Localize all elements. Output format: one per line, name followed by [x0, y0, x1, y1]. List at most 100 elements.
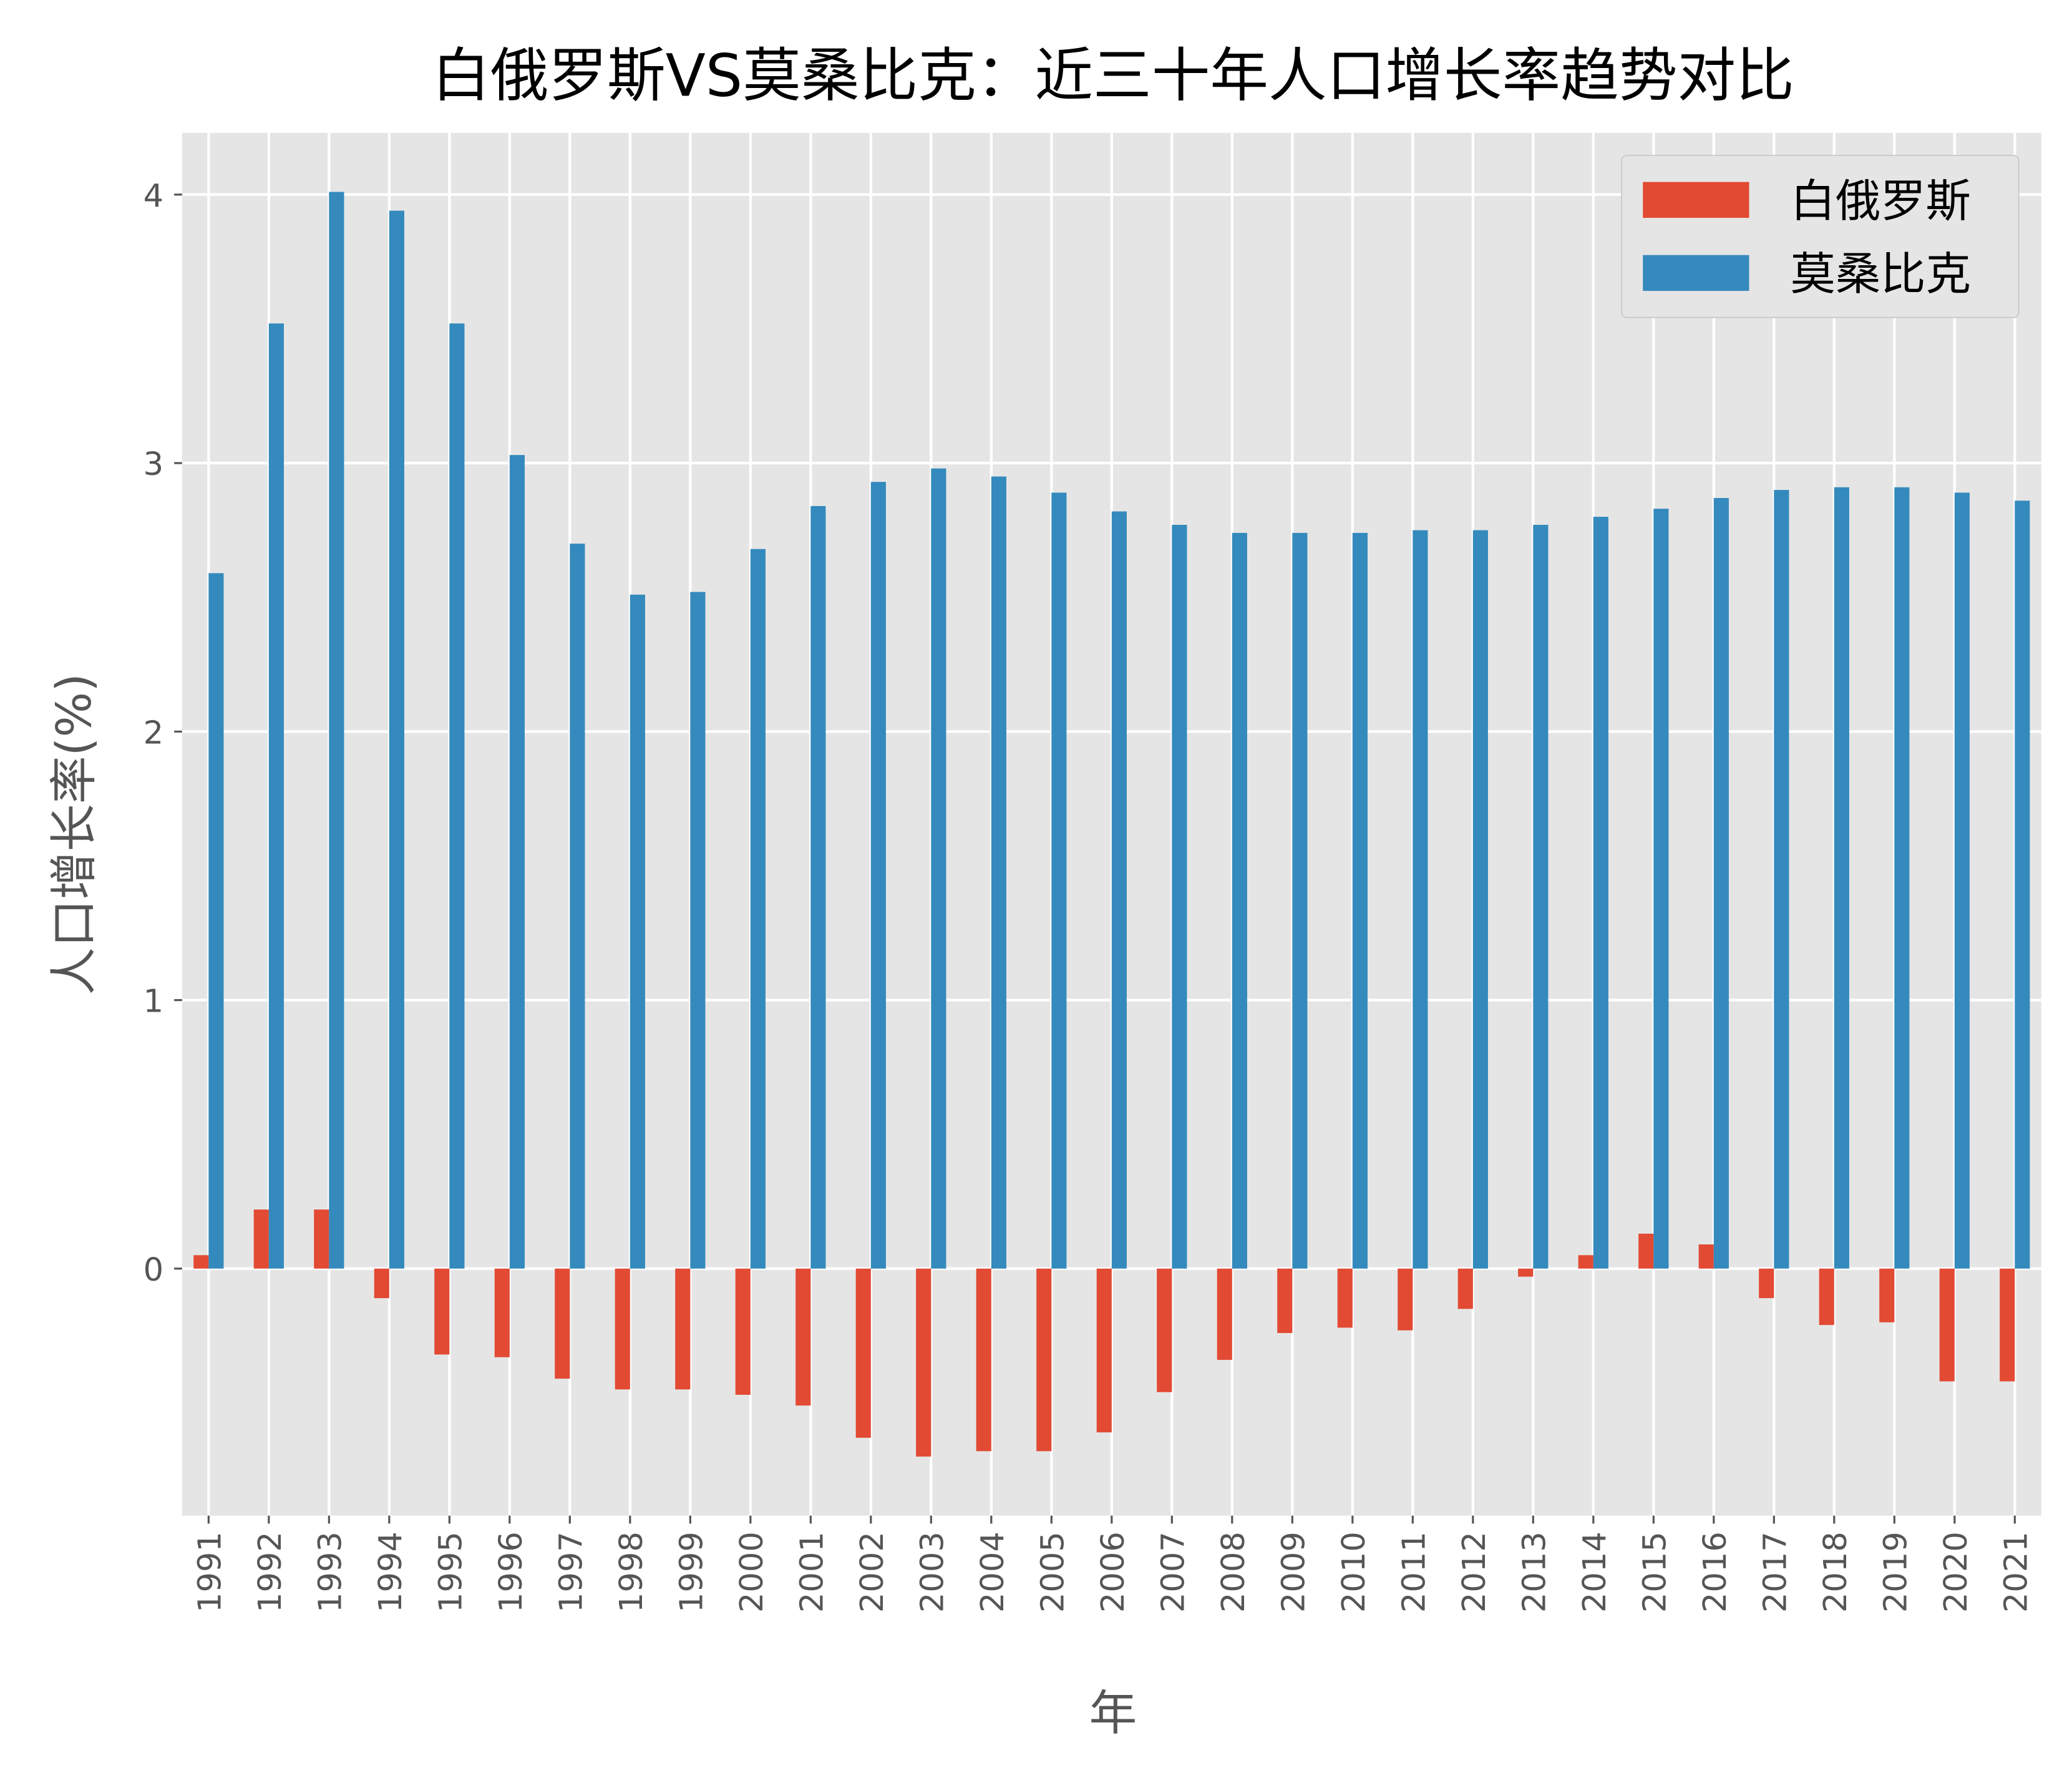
x-tick-label: 2010 [1336, 1531, 1373, 1613]
x-tick-label: 2016 [1697, 1531, 1734, 1613]
bar-belarus-2001 [795, 1268, 811, 1406]
bar-belarus-2015 [1638, 1233, 1654, 1269]
legend: 白俄罗斯 莫桑比克 [1621, 154, 2020, 318]
x-tick-label: 2011 [1396, 1531, 1432, 1613]
bar-belarus-1991 [193, 1255, 209, 1269]
bar-belarus-2000 [735, 1268, 751, 1395]
x-tick-label: 2002 [854, 1531, 891, 1613]
legend-label-belarus: 白俄罗斯 [1790, 175, 1970, 228]
x-tick-label: 2005 [1034, 1531, 1071, 1613]
bar-mozambique-2012 [1472, 530, 1488, 1269]
bar-belarus-1999 [675, 1268, 691, 1390]
bar-mozambique-2020 [1954, 492, 1970, 1269]
bar-mozambique-1994 [389, 210, 404, 1269]
bar-belarus-2004 [976, 1268, 991, 1452]
y-tick-label: 1 [143, 984, 164, 1020]
bar-mozambique-2017 [1774, 490, 1789, 1269]
x-tick-label: 1996 [493, 1531, 530, 1613]
bar-mozambique-2007 [1172, 524, 1187, 1269]
bar-belarus-2013 [1518, 1268, 1534, 1277]
bar-belarus-2011 [1398, 1268, 1413, 1331]
bar-belarus-2005 [1036, 1268, 1052, 1452]
bar-belarus-2016 [1698, 1244, 1714, 1269]
bar-belarus-2010 [1337, 1268, 1353, 1328]
x-tick-label: 1991 [192, 1531, 229, 1613]
x-tick-label: 2013 [1516, 1531, 1553, 1613]
bar-mozambique-2009 [1292, 532, 1308, 1269]
legend-swatch-mozambique [1643, 255, 1749, 291]
bar-belarus-1996 [494, 1268, 510, 1357]
bar-mozambique-2000 [750, 549, 766, 1269]
x-tick-label: 2000 [734, 1531, 771, 1613]
bar-mozambique-2018 [1834, 487, 1849, 1269]
y-tick-label: 3 [143, 446, 164, 483]
bar-belarus-2014 [1578, 1255, 1593, 1269]
bar-belarus-2018 [1819, 1268, 1834, 1326]
y-tick-label: 0 [143, 1252, 164, 1289]
bar-belarus-1993 [314, 1209, 329, 1269]
x-tick-label: 2003 [914, 1531, 951, 1613]
x-tick-label: 2014 [1577, 1531, 1613, 1613]
legend-label-mozambique: 莫桑比克 [1790, 248, 1970, 301]
x-tick-label: 2001 [794, 1531, 830, 1613]
x-tick-label: 2020 [1938, 1531, 1975, 1613]
y-axis-label: 人口增长率(%) [47, 673, 102, 995]
bar-mozambique-1991 [208, 573, 224, 1269]
bar-mozambique-2003 [931, 468, 946, 1269]
x-tick-label: 2009 [1275, 1531, 1312, 1613]
bar-belarus-1995 [434, 1268, 450, 1355]
y-tick-labels: 0 1 2 3 4 [143, 178, 182, 1289]
bar-belarus-1992 [253, 1209, 269, 1269]
bar-mozambique-2014 [1593, 517, 1608, 1269]
chart-title: 白俄罗斯VS莫桑比克：近三十年人口增长率趋势对比 [432, 42, 1794, 110]
x-tick-label: 1993 [313, 1531, 349, 1613]
bar-mozambique-1998 [630, 594, 645, 1269]
x-tick-label: 1997 [553, 1531, 590, 1613]
x-tick-label: 2007 [1155, 1531, 1192, 1613]
bar-belarus-2007 [1157, 1268, 1172, 1392]
bar-belarus-2020 [1939, 1268, 1955, 1382]
bar-mozambique-2004 [991, 476, 1006, 1269]
bar-belarus-2017 [1759, 1268, 1774, 1299]
bar-mozambique-2002 [870, 482, 886, 1269]
x-tick-label: 1998 [613, 1531, 650, 1613]
x-tick-labels: 1991 1992 1993 1994 1995 1996 1997 1998 1999 2000… [192, 1515, 2035, 1613]
bar-belarus-2008 [1217, 1268, 1232, 1360]
bar-mozambique-2021 [2015, 501, 2030, 1269]
bar-belarus-2006 [1096, 1268, 1112, 1433]
x-tick-label: 1992 [252, 1531, 289, 1613]
x-tick-label: 1995 [432, 1531, 469, 1613]
x-tick-label: 2012 [1456, 1531, 1493, 1613]
bar-mozambique-2019 [1894, 487, 1910, 1269]
bar-mozambique-1992 [268, 323, 284, 1269]
x-tick-label: 2006 [1095, 1531, 1132, 1613]
bar-belarus-2019 [1879, 1268, 1895, 1322]
x-tick-label: 2008 [1215, 1531, 1252, 1613]
bar-mozambique-2015 [1653, 509, 1669, 1269]
bar-mozambique-2008 [1232, 532, 1247, 1269]
bar-mozambique-1996 [509, 455, 525, 1269]
y-tick-label: 4 [143, 178, 164, 215]
bar-mozambique-1993 [329, 192, 344, 1269]
x-tick-label: 2021 [1998, 1531, 2035, 1613]
bar-belarus-1997 [555, 1268, 570, 1379]
bar-mozambique-2010 [1352, 532, 1368, 1269]
bar-belarus-1994 [374, 1268, 389, 1299]
bar-mozambique-1995 [449, 323, 465, 1269]
x-tick-label: 2019 [1877, 1531, 1914, 1613]
x-tick-label: 1999 [673, 1531, 710, 1613]
bar-mozambique-2011 [1413, 530, 1428, 1269]
x-tick-label: 1994 [372, 1531, 409, 1613]
bar-mozambique-2013 [1533, 524, 1549, 1269]
legend-swatch-belarus [1643, 182, 1749, 218]
bar-belarus-2021 [2000, 1268, 2015, 1382]
x-tick-label: 2018 [1817, 1531, 1854, 1613]
bar-belarus-2009 [1277, 1268, 1293, 1334]
bar-mozambique-2016 [1713, 497, 1729, 1269]
y-tick-label: 2 [143, 715, 164, 751]
x-tick-label: 2015 [1637, 1531, 1673, 1613]
bar-belarus-2002 [855, 1268, 871, 1438]
bar-mozambique-1997 [570, 544, 585, 1269]
x-axis-label: 年 [1089, 1686, 1137, 1741]
x-tick-label: 2004 [975, 1531, 1011, 1613]
